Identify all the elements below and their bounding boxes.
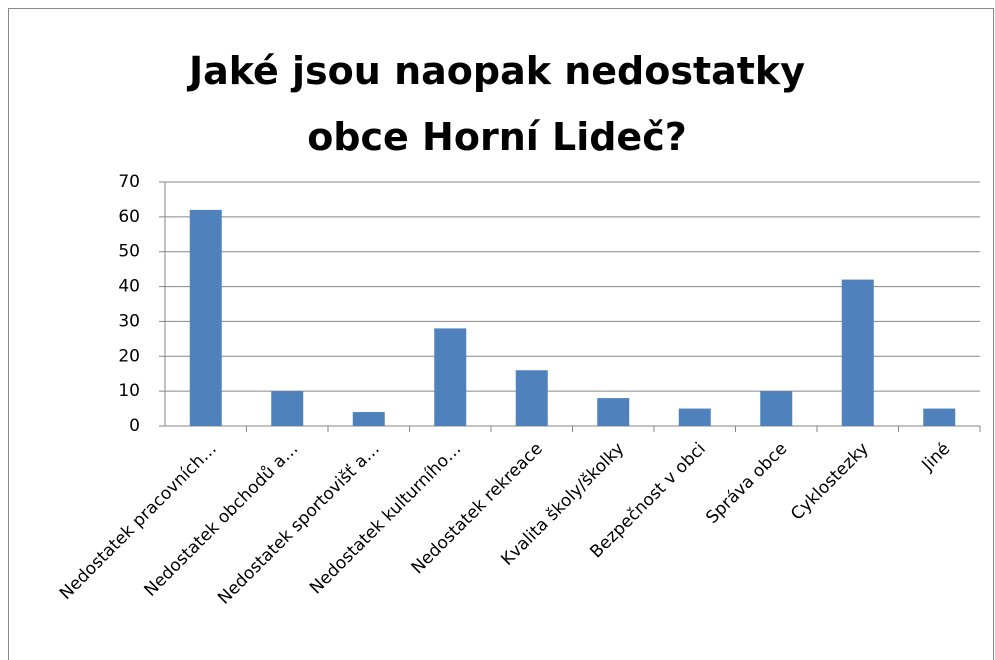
y-tick-label: 30 bbox=[118, 311, 140, 331]
y-tick-label: 10 bbox=[118, 381, 140, 401]
bar bbox=[271, 391, 304, 426]
bar bbox=[189, 209, 222, 426]
bar bbox=[923, 408, 956, 426]
bar bbox=[352, 412, 385, 426]
chart-title: Jaké jsou naopak nedostatky obce Horní L… bbox=[189, 49, 805, 159]
bar bbox=[841, 279, 874, 426]
chart-border bbox=[8, 8, 994, 660]
y-tick-label: 70 bbox=[118, 172, 140, 192]
y-tick-label: 50 bbox=[118, 242, 140, 262]
y-tick-label: 40 bbox=[118, 277, 140, 297]
bar bbox=[678, 408, 711, 426]
x-tick-label: Cyklostezky bbox=[787, 439, 873, 525]
x-tick-label: Nedostatek obchodů a… bbox=[141, 439, 303, 601]
y-tick-label: 0 bbox=[129, 416, 140, 436]
bar bbox=[434, 328, 467, 426]
x-tick-label: Nedostatek pracovních… bbox=[56, 439, 221, 604]
y-tick-label: 20 bbox=[118, 346, 140, 366]
x-tick-label: Správa obce bbox=[702, 439, 791, 528]
x-tick-label: Nedostatek sportovišť a… bbox=[214, 439, 384, 609]
bar bbox=[515, 370, 548, 426]
x-tick-label: Nedostatek rekreace bbox=[408, 439, 547, 578]
y-tick-label: 60 bbox=[118, 207, 140, 227]
x-tick-label: Jiné bbox=[918, 439, 955, 476]
bar bbox=[597, 398, 630, 426]
bar bbox=[760, 391, 793, 426]
x-tick-label: Nedostatek kulturního… bbox=[306, 439, 465, 598]
